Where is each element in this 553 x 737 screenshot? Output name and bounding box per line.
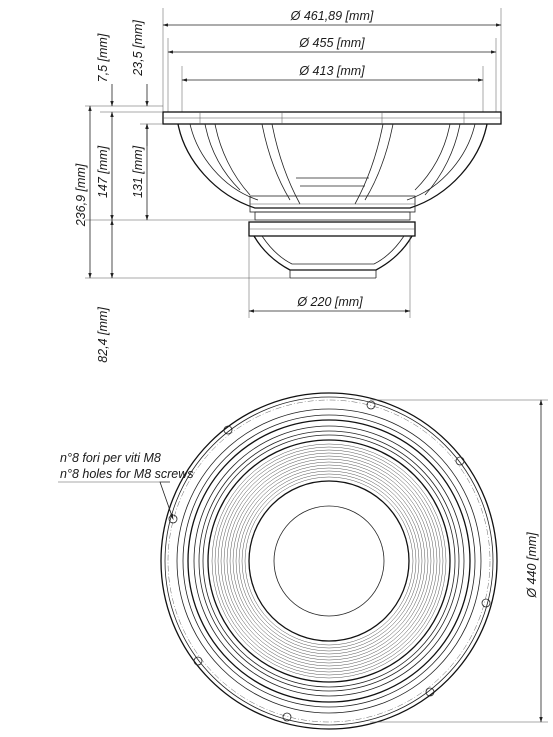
mounting-depth-label: 23,5 [mm] [131,20,145,77]
basket-depth-label: 147 [mm] [96,145,110,198]
holes-note-english: n°8 holes for M8 screws [60,467,194,481]
outer-diameter-label: Ø 461,89 [mm] [290,9,374,23]
magnet-diameter-label: Ø 220 [mm] [296,295,363,309]
holes-note-italian: n°8 fori per viti M8 [60,451,161,465]
baffle-diameter-label: Ø 413 [mm] [298,64,365,78]
magnet-dimension [248,236,411,318]
side-view: Ø 461,89 [mm] Ø 455 [mm] Ø 413 [mm] Ø 22… [74,8,502,363]
cone-rings [211,443,447,679]
bolt-circle-diameter-label: Ø 455 [mm] [298,36,365,50]
mounting-holes [168,400,491,722]
cone-depth-label: 131 [mm] [131,145,145,198]
front-view [58,392,548,730]
horizontal-dimensions [162,8,502,112]
magnet-depth-label: 82,4 [mm] [96,307,110,363]
speaker-basket-side [162,111,502,221]
total-depth-label: 236,9 [mm] [74,163,88,227]
flange-thickness-label: 7,5 [mm] [96,33,110,82]
front-diameter-label: Ø 440 [mm] [525,532,539,599]
magnet-side [248,221,416,279]
vertical-dimensions [85,84,290,279]
